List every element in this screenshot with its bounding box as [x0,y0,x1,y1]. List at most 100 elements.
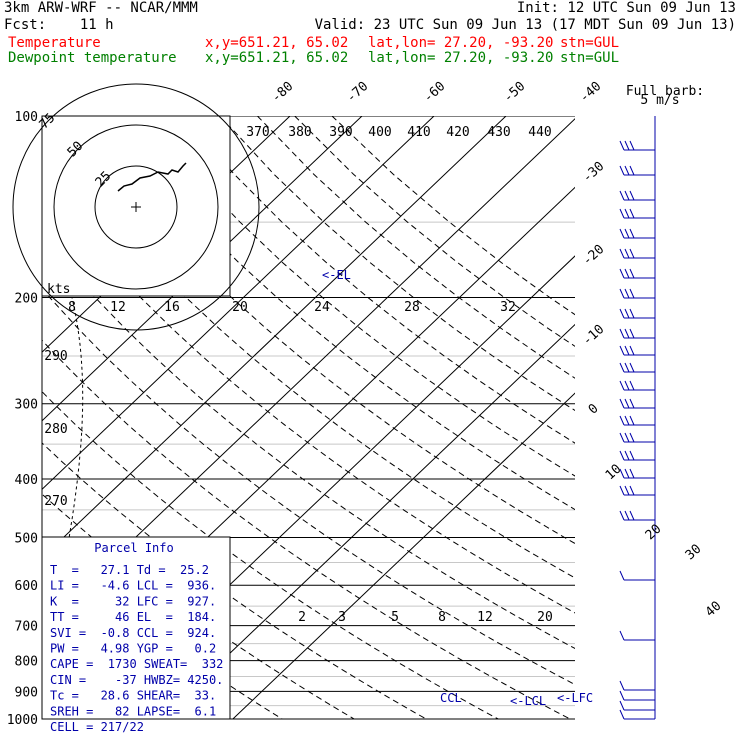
temperature-curve [0,116,13,719]
pressure-tick-label: 600 [15,579,38,594]
wind-barb [619,165,655,176]
wind-barb [619,468,655,479]
parcel-info-box [41,536,231,720]
mixing-ratio-label: 20 [232,300,248,315]
isotherm-label: -50 [501,79,528,106]
parcel-info-row: CIN = -37 HWBZ= 4250. [50,673,223,687]
wind-barb [619,690,655,701]
wind-barb [619,288,655,299]
parcel-info-row: CAPE = 1730 SWEAT= 332 [50,657,223,671]
dry-adiabat [42,287,575,686]
wind-barb-flag [624,190,630,201]
temperature-stn: stn=GUL [560,35,620,51]
wind-barb-flag [629,288,635,299]
wind-barb-flag [629,165,635,176]
dry-adiabat [42,442,427,719]
hodograph-ring [12,83,260,331]
theta-label: 290 [44,349,67,364]
wind-barb-flag [624,398,630,409]
wind-barb-flag [619,165,625,176]
parcel-info-row: TT = 46 EL = 184. [50,610,216,624]
dry-adiabat [70,116,575,545]
wind-barb-flag [624,328,630,339]
pressure-tick-label: 1000 [7,713,38,728]
dry-adiabat [294,116,575,347]
dewpoint-legend: Dewpoint temperature [8,50,177,66]
wind-barb-flag [619,709,625,720]
isotherm-label: -80 [269,79,296,106]
parcel-info-row: CELL = 217/22 [50,720,144,734]
wind-barb-flag [619,690,625,701]
mixing-ratio-label: 2 [298,610,306,625]
wind-barb-flag [624,362,630,373]
wind-barb-flag [629,510,635,521]
wind-barb-flag [629,398,635,409]
hodograph-ring [53,124,219,290]
parcel-info-row: LI = -4.6 LCL = 936. [50,579,216,593]
wind-barb-flag [624,228,630,239]
wind-barb-flag [624,415,630,426]
dewpoint-latlon: lat,lon= 27.20, -93.20 [368,50,554,66]
wind-barb [619,248,655,259]
wind-barb-flag [619,288,625,299]
pressure-tick-label: 800 [15,655,38,670]
isotherm-line [42,116,363,422]
wind-barb-flag [624,308,630,319]
pressure-tick-label: 300 [15,398,38,413]
isotherm-label: 40 [703,599,725,621]
isotherm-label: -30 [580,159,607,186]
wind-barb [619,485,655,496]
dry-adiabat [145,116,575,477]
dry-adiabat [257,116,575,379]
wind-barb-flag [624,268,630,279]
wind-barb-flag [629,190,635,201]
wind-barb [619,308,655,319]
wind-barb-flag [629,432,635,443]
wind-barb-flag [624,485,630,496]
dry-adiabat [331,116,575,316]
wind-barb [619,709,655,720]
isotherm-line [160,323,575,719]
wind-barb-flag [624,510,630,521]
mixing-ratio-label: 3 [338,610,346,625]
mixing-ratio-label: 20 [537,610,553,625]
wind-barb-flag [629,345,635,356]
wind-barb-flag [619,398,625,409]
parcel-info-row: SVI = -0.8 CCL = 924. [50,626,216,640]
parcel-info-title: Parcel Info [94,541,173,555]
wind-barb-flag [619,415,625,426]
isotherm-label: -20 [580,242,607,269]
wind-barb-flag [619,485,625,496]
wind-barb [619,415,655,426]
wind-barb-flag [619,208,625,219]
theta-label: 280 [44,422,67,437]
wind-barb-flag [619,432,625,443]
parcel-info-row: K = 32 LFC = 927. [50,594,216,608]
isotherm-label: -60 [421,79,448,106]
wind-barb-flag [619,570,625,581]
wind-barb-flag [624,288,630,299]
wind-barb-flag [629,140,635,151]
wind-barb [619,630,655,641]
theta-label: 370 [246,125,269,140]
wind-barb-flag [629,468,635,479]
wind-barb-flag [624,432,630,443]
mixing-ratio-label: 28 [404,300,420,315]
wind-barb-flag [624,208,630,219]
wind-barb-flag [619,268,625,279]
wind-barb [619,398,655,409]
wind-barb [619,432,655,443]
wind-barb [619,268,655,279]
theta-label: 420 [446,125,469,140]
wind-barb-flag [619,328,625,339]
isotherm-label: 0 [586,401,602,417]
wind-barb [619,362,655,373]
mixing-ratio-label: 32 [500,300,516,315]
wind-barb [619,700,655,711]
wind-barb-flag [619,510,625,521]
theta-label: 270 [44,494,67,509]
theta-label: 430 [487,125,510,140]
barb-legend-value: 5 m/s [640,93,679,108]
pressure-tick-label: 900 [15,685,38,700]
wind-barb-flag [619,140,625,151]
